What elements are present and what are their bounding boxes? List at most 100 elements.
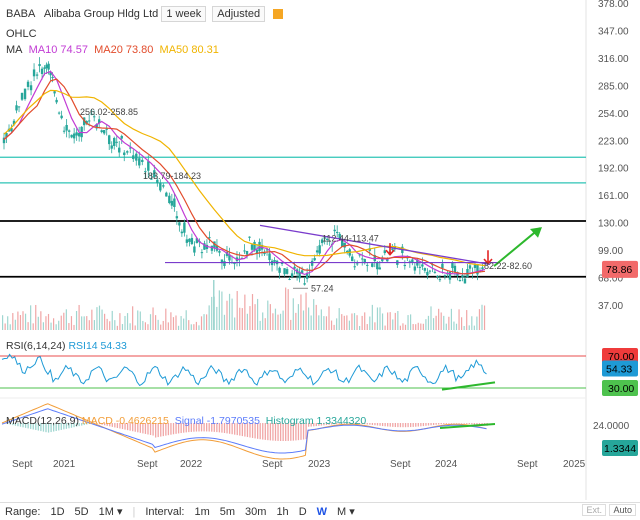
x-axis-tick: Sept [390, 459, 411, 470]
volume-bar [392, 319, 393, 330]
interval-pill[interactable]: 1 week [161, 6, 206, 22]
interval-30m-button[interactable]: 30m [245, 506, 266, 518]
price-axis-tick: 347.00 [598, 26, 629, 37]
candle-body [51, 77, 53, 78]
candle-body [188, 239, 190, 242]
volume-bar [239, 308, 240, 330]
price-axis-tick: 37.00 [598, 301, 623, 312]
volume-bar [420, 324, 421, 330]
candle-body [33, 69, 35, 76]
price-axis-tick: 192.00 [598, 164, 629, 175]
candle-body [426, 272, 428, 275]
price-axis-tick: 99.00 [598, 246, 623, 257]
volume-bar [66, 309, 67, 330]
candle-body [404, 265, 406, 266]
macd-histogram-bar [410, 423, 411, 427]
interval-m-label: M [337, 506, 346, 518]
volume-bar [101, 310, 102, 330]
candle-body [55, 100, 57, 102]
macd-histogram-bar [464, 423, 465, 424]
rsi-line [2, 354, 487, 385]
macd-histogram-bar [374, 423, 375, 425]
candle-body [88, 120, 90, 121]
volume-bar [99, 306, 100, 330]
macd-histogram-bar [456, 423, 457, 424]
candle-body [429, 271, 431, 272]
volume-bar [15, 320, 16, 330]
volume-bar [140, 311, 141, 330]
candle-body [15, 105, 17, 110]
interval-1h-button[interactable]: 1h [276, 506, 288, 518]
candle-body [53, 91, 55, 93]
interval-m-button[interactable]: M ▾ [337, 505, 355, 518]
candle-body [379, 267, 381, 269]
symbol-label: BABA [6, 8, 35, 20]
volume-bar [305, 293, 306, 330]
volume-bar [484, 306, 485, 330]
candle-body [186, 239, 188, 242]
interval-5m-button[interactable]: 5m [220, 506, 235, 518]
volume-bar [303, 310, 304, 330]
volume-bar [132, 306, 133, 330]
volume-bar [124, 316, 125, 330]
volume-bar [474, 326, 475, 330]
price-axis-tick: 316.00 [598, 54, 629, 65]
range-1m-button[interactable]: 1M ▾ [99, 505, 123, 518]
candle-body [421, 264, 423, 266]
macd-axis-tick: 24.0000 [593, 421, 630, 432]
price-axis-tick: 378.00 [598, 0, 629, 10]
candle-body [201, 252, 203, 253]
annotation-82: 82.22-82.60 [484, 261, 532, 271]
volume-bar [336, 318, 337, 330]
range-1d-button[interactable]: 1D [50, 506, 64, 518]
volume-bar [469, 325, 470, 330]
macd-histogram-bar [397, 423, 398, 427]
candle-body [73, 134, 75, 139]
volume-bar [209, 305, 210, 330]
volume-bar [464, 326, 465, 330]
volume-bar [344, 316, 345, 330]
volume-bar [147, 324, 148, 330]
interval-d-button[interactable]: D [299, 506, 307, 518]
volume-bar [260, 321, 261, 330]
volume-bar [122, 324, 123, 330]
volume-bar [114, 320, 115, 330]
candle-body [469, 265, 471, 268]
volume-bar [318, 315, 319, 330]
volume-bar [441, 312, 442, 330]
candle-body [173, 199, 175, 207]
range-5d-button[interactable]: 5D [75, 506, 89, 518]
price-axis-tick: 161.00 [598, 191, 629, 202]
volume-bar [374, 322, 375, 330]
volume-bar [183, 319, 184, 330]
candle-body [273, 260, 275, 262]
green-arrowhead [530, 227, 542, 238]
flag-icon[interactable] [273, 9, 283, 19]
macd-histogram-bar [377, 423, 378, 426]
volume-bar [142, 321, 143, 330]
annotation-high: 256.02-258.85 [80, 107, 138, 117]
x-axis-tick: 2023 [308, 459, 331, 470]
candle-body [311, 261, 313, 266]
volume-bar [89, 320, 90, 330]
volume-bar [346, 315, 347, 330]
volume-bar [413, 324, 414, 330]
adjusted-pill[interactable]: Adjusted [212, 6, 265, 22]
macd-title-row: MACD(12,26,9) MACD -0.4626215 Signal -1.… [6, 415, 366, 427]
candle-body [63, 131, 65, 132]
ext-toggle[interactable]: Ext. [582, 504, 606, 516]
interval-1m-button[interactable]: 1m [194, 506, 209, 518]
macd-histogram-bar [379, 423, 380, 426]
candle-body [366, 265, 368, 266]
volume-bar [313, 299, 314, 330]
volume-bar [479, 309, 480, 330]
auto-toggle[interactable]: Auto [609, 504, 636, 516]
candle-body [263, 253, 265, 254]
interval-w-button[interactable]: W [317, 506, 327, 518]
volume-bar [226, 301, 227, 330]
volume-bar [354, 313, 355, 330]
candle-body [283, 268, 285, 274]
volume-bar [382, 313, 383, 330]
candle-body [159, 183, 161, 191]
